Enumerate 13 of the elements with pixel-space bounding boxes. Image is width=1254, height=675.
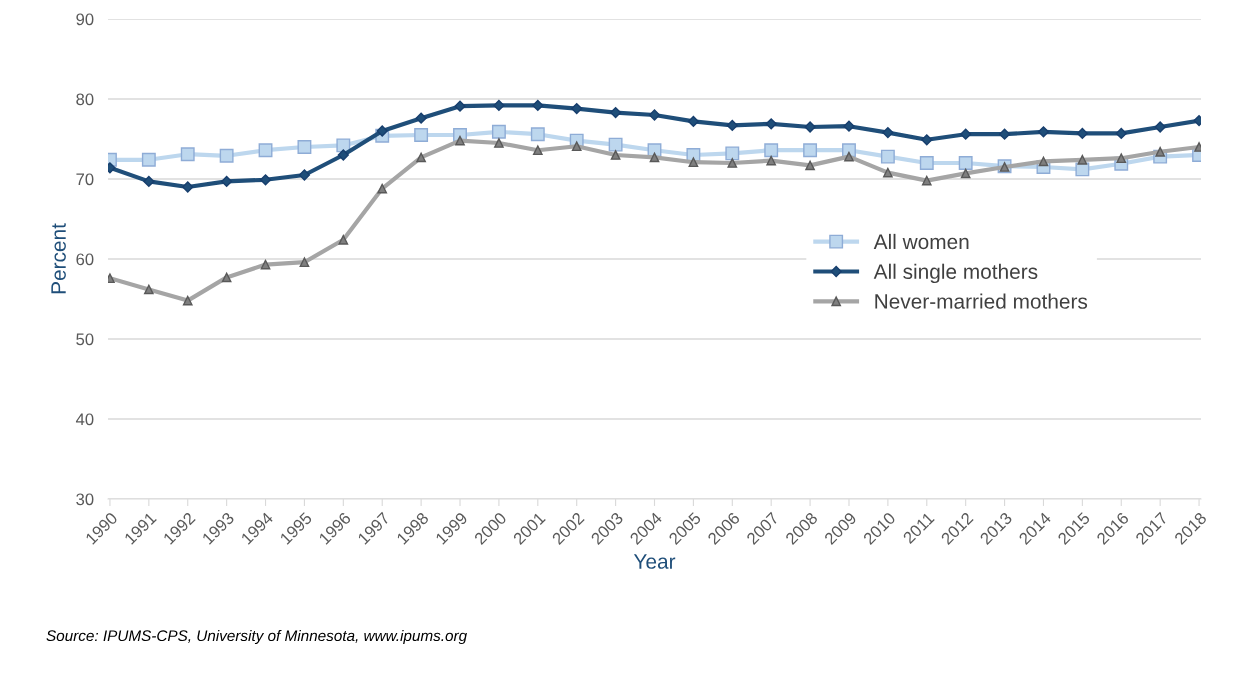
y-tick-label: 90 bbox=[76, 13, 94, 26]
y-tick-label: 70 bbox=[76, 173, 94, 186]
legend-label: All single mothers bbox=[873, 263, 1038, 284]
legend-label: Never-married mothers bbox=[875, 293, 1088, 309]
x-axis-title: Year bbox=[633, 554, 676, 569]
y-tick-label: 60 bbox=[76, 253, 94, 266]
source-note: Source: IPUMS-CPS, University of Minnesota, www.ipums.org bbox=[46, 629, 467, 645]
y-tick-label: 40 bbox=[75, 413, 94, 426]
y-tick-label: 30 bbox=[76, 493, 94, 506]
y-tick-label: 80 bbox=[76, 93, 94, 106]
y-tick-label: 50 bbox=[76, 333, 94, 346]
legend-label: All women bbox=[873, 233, 969, 250]
y-axis-title: Percent bbox=[51, 223, 66, 294]
